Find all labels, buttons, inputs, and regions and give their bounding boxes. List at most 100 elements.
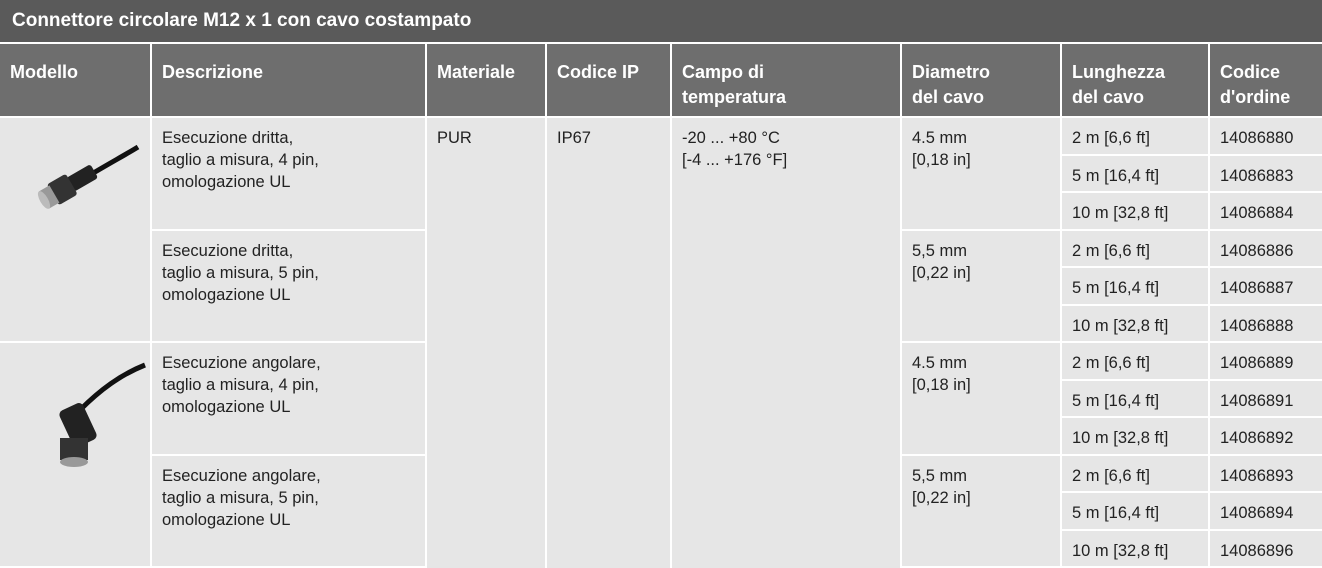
code-cell: 14086884 xyxy=(1210,193,1322,229)
code-cell: 14086896 xyxy=(1210,530,1322,566)
cell-text: Esecuzione angolare, xyxy=(162,466,321,485)
code-cell: 14086888 xyxy=(1210,305,1322,341)
cell-text: del cavo xyxy=(1072,87,1145,107)
cell-text: [0,18 in] xyxy=(912,151,971,169)
description-cell: Esecuzione angolare, taglio a misura, 5 p… xyxy=(152,455,425,566)
cell-text: 2 m [6,6 ft] xyxy=(1072,129,1150,147)
length-cell: 2 m [6,6 ft] xyxy=(1062,230,1208,266)
cell-text: 14086892 xyxy=(1220,429,1294,447)
column-header: Codice IP xyxy=(547,44,670,116)
material-cell: PUR xyxy=(427,118,545,568)
cell-text: 14086883 xyxy=(1220,166,1294,185)
length-cell: 2 m [6,6 ft] xyxy=(1062,118,1208,154)
table-title: Connettore circolare M12 x 1 con cavo co… xyxy=(0,0,1322,42)
cell-text: Connettore circolare M12 x 1 con cavo co… xyxy=(12,10,472,31)
cell-text: 14086893 xyxy=(1220,466,1294,485)
cell-text: 5 m [16,4 ft] xyxy=(1072,391,1160,410)
cell-text: 5 m [16,4 ft] xyxy=(1072,166,1160,185)
column-header: Modello xyxy=(0,44,150,116)
cell-text: -20 ... +80 °C xyxy=(682,129,780,147)
cell-text: 14086887 xyxy=(1220,279,1294,297)
cell-text: 2 m [6,6 ft] xyxy=(1072,241,1150,260)
cell-text: Campo di xyxy=(682,62,765,82)
cell-text: omologazione UL xyxy=(162,510,291,529)
ip-cell: IP67 xyxy=(547,118,670,568)
cell-text: 14086880 xyxy=(1220,129,1294,147)
code-cell: 14086887 xyxy=(1210,268,1322,304)
column-header: Lunghezza del cavo xyxy=(1062,44,1208,116)
cell-text: d'ordine xyxy=(1220,87,1291,107)
cell-text: Diametro xyxy=(912,62,991,82)
length-cell: 2 m [6,6 ft] xyxy=(1062,343,1208,379)
cell-text: Materiale xyxy=(437,62,516,82)
cell-text: 14086884 xyxy=(1220,204,1294,222)
cell-text: 14086896 xyxy=(1220,541,1294,560)
code-cell: 14086883 xyxy=(1210,155,1322,191)
column-header: Codice d'ordine xyxy=(1210,44,1322,116)
angled-connector-image xyxy=(59,362,146,467)
length-cell: 10 m [32,8 ft] xyxy=(1062,418,1208,454)
cell-text: Esecuzione dritta, xyxy=(162,129,294,147)
cell-text: temperatura xyxy=(682,87,787,107)
cell-text: Lunghezza xyxy=(1072,62,1165,82)
cell-text: 4.5 mm xyxy=(912,354,968,372)
straight-connector-image xyxy=(37,144,140,209)
diameter-cell: 4.5 mm [0,18 in] xyxy=(902,118,1060,229)
cell-text: 14086891 xyxy=(1220,391,1294,410)
cell-text: 10 m [32,8 ft] xyxy=(1072,204,1169,222)
length-cell: 5 m [16,4 ft] xyxy=(1062,380,1208,416)
cell-text: taglio a misura, 5 pin, xyxy=(162,263,319,282)
cell-text: 10 m [32,8 ft] xyxy=(1072,316,1169,335)
cell-text: IP67 xyxy=(557,129,591,147)
code-cell: 14086889 xyxy=(1210,343,1322,379)
cell-text: omologazione UL xyxy=(162,173,291,191)
code-cell: 14086892 xyxy=(1210,418,1322,454)
cell-text: [-4 ... +176 °F] xyxy=(682,151,788,169)
diameter-cell: 4.5 mm [0,18 in] xyxy=(902,343,1060,454)
cell-text: omologazione UL xyxy=(162,285,291,304)
cell-text: del cavo xyxy=(912,87,985,107)
cell-text: [0,22 in] xyxy=(912,488,971,507)
cell-text: taglio a misura, 5 pin, xyxy=(162,488,319,507)
length-cell: 10 m [32,8 ft] xyxy=(1062,530,1208,566)
cell-text: Esecuzione angolare, xyxy=(162,354,321,372)
diameter-cell: 5,5 mm [0,22 in] xyxy=(902,230,1060,341)
cell-text: PUR xyxy=(437,129,472,147)
cell-text: 5 m [16,4 ft] xyxy=(1072,504,1160,522)
cell-text: 2 m [6,6 ft] xyxy=(1072,466,1150,485)
code-cell: 14086893 xyxy=(1210,455,1322,491)
cell-text: 2 m [6,6 ft] xyxy=(1072,354,1150,372)
cell-text: 4.5 mm xyxy=(912,129,968,147)
cell-text: 5 m [16,4 ft] xyxy=(1072,279,1160,297)
code-cell: 14086886 xyxy=(1210,230,1322,266)
column-header: Materiale xyxy=(427,44,545,116)
cell-text: 10 m [32,8 ft] xyxy=(1072,429,1169,447)
length-cell: 5 m [16,4 ft] xyxy=(1062,493,1208,529)
temperature-cell: -20 ... +80 °C [-4 ... +176 °F] xyxy=(672,118,900,568)
cell-text: taglio a misura, 4 pin, xyxy=(162,151,319,169)
cell-text: 5,5 mm xyxy=(912,466,968,485)
description-cell: Esecuzione dritta, taglio a misura, 5 pin… xyxy=(152,230,425,341)
column-header: Descrizione xyxy=(152,44,425,116)
cell-text: [0,18 in] xyxy=(912,376,971,394)
cell-text: Codice xyxy=(1220,62,1281,82)
code-cell: 14086880 xyxy=(1210,118,1322,154)
column-header: Diametro del cavo xyxy=(902,44,1060,116)
length-cell: 10 m [32,8 ft] xyxy=(1062,305,1208,341)
cell-text: omologazione UL xyxy=(162,398,291,416)
cell-text: 10 m [32,8 ft] xyxy=(1072,541,1169,560)
length-cell: 5 m [16,4 ft] xyxy=(1062,268,1208,304)
code-cell: 14086894 xyxy=(1210,493,1322,529)
description-cell: Esecuzione dritta, taglio a misura, 4 pin… xyxy=(152,118,425,229)
cell-text: taglio a misura, 4 pin, xyxy=(162,376,319,394)
code-cell: 14086891 xyxy=(1210,380,1322,416)
diameter-cell: 5,5 mm [0,22 in] xyxy=(902,455,1060,566)
cell-text: 14086888 xyxy=(1220,316,1294,335)
column-header: Campo di temperatura xyxy=(672,44,900,116)
length-cell: 10 m [32,8 ft] xyxy=(1062,193,1208,229)
length-cell: 2 m [6,6 ft] xyxy=(1062,455,1208,491)
cell-text: 14086886 xyxy=(1220,241,1294,260)
length-cell: 5 m [16,4 ft] xyxy=(1062,155,1208,191)
cell-text: Codice IP xyxy=(557,62,640,82)
cell-text: Descrizione xyxy=(162,62,264,82)
